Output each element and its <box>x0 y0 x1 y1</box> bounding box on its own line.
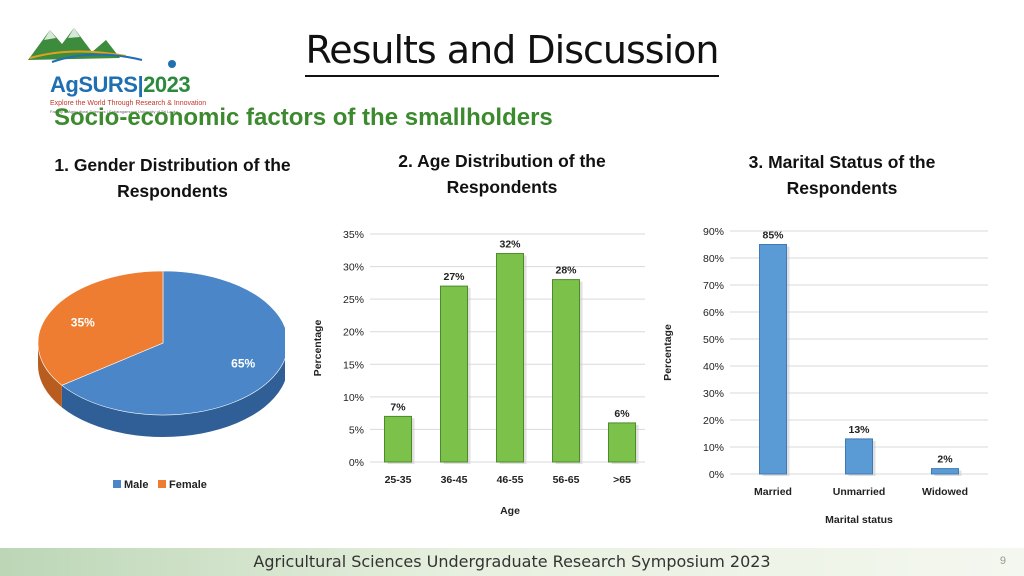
agsurs-logo: AgSURS|2023 Explore the World Through Re… <box>22 18 206 114</box>
bar-Unmarried <box>845 438 876 476</box>
gender-chart-title: 1. Gender Distribution of the Respondent… <box>54 155 291 201</box>
legend-swatch-female <box>158 480 166 488</box>
y-tick-label: 15% <box>343 359 364 371</box>
y-tick-label: 35% <box>343 229 364 241</box>
pie-slice-male <box>61 270 285 416</box>
bar-Widowed <box>931 468 962 476</box>
bar-25-35 <box>384 415 412 463</box>
bar-Widowed <box>931 468 959 475</box>
title-underline <box>305 75 719 77</box>
y-tick-label: 20% <box>703 415 724 427</box>
y-tick-label: 10% <box>343 392 364 404</box>
mountain-logo-icon <box>28 28 176 68</box>
logo-name: AgSURS <box>50 72 138 97</box>
y-tick-label: 0% <box>709 469 724 481</box>
y-tick-label: 10% <box>703 442 724 454</box>
logo-fineprint: Faculty of Agricultural Sciences | Sabar… <box>50 109 178 114</box>
y-tick-label: 20% <box>343 327 364 339</box>
bar-Married <box>759 244 790 476</box>
x-tick-label: >65 <box>613 474 631 486</box>
bar-56-65 <box>552 279 580 463</box>
x-axis-label: Marital status <box>825 514 893 526</box>
y-tick-label: 30% <box>703 388 724 400</box>
y-tick-label: 0% <box>349 457 364 469</box>
bar->65 <box>608 422 636 463</box>
pie-slice-female <box>37 270 164 386</box>
bar->65 <box>608 422 639 464</box>
footer-text: Agricultural Sciences Undergraduate Rese… <box>253 552 771 571</box>
section-title: Socio-economic factors of the smallholde… <box>54 104 553 131</box>
data-label: 27% <box>443 271 465 283</box>
marital-chart-title: 3. Marital Status of the Respondents <box>748 152 936 198</box>
y-axis-label: Percentage <box>662 324 674 381</box>
pie-label-male: 65% <box>231 356 255 370</box>
y-tick-label: 60% <box>703 307 724 319</box>
bar-Married <box>759 244 787 475</box>
y-tick-label: 30% <box>343 262 364 274</box>
data-label: 85% <box>762 230 784 242</box>
legend-label-male: Male <box>124 479 148 491</box>
page-title: Results and Discussion <box>305 28 720 72</box>
bar-36-45 <box>440 285 471 464</box>
x-tick-label: Unmarried <box>833 486 886 498</box>
data-label: 13% <box>848 424 870 436</box>
x-tick-label: Widowed <box>922 486 968 498</box>
page-number: 9 <box>999 555 1006 567</box>
bar-25-35 <box>384 415 415 464</box>
x-tick-label: 25-35 <box>385 474 412 486</box>
x-tick-label: 56-65 <box>553 474 580 486</box>
y-tick-label: 40% <box>703 361 724 373</box>
bar-46-55 <box>496 253 524 463</box>
data-label: 2% <box>937 454 953 466</box>
bar-36-45 <box>440 285 468 463</box>
pie-side-male <box>61 358 285 437</box>
x-tick-label: 36-45 <box>441 474 468 486</box>
gender-pie-chart: 65% 35% Male Female <box>37 270 285 491</box>
x-axis-label: Age <box>500 505 520 517</box>
data-label: 28% <box>555 265 577 277</box>
footer-band <box>0 548 1024 576</box>
logo-tagline: Explore the World Through Research & Inn… <box>50 100 207 107</box>
data-label: 6% <box>614 408 630 420</box>
y-tick-label: 70% <box>703 280 724 292</box>
legend-swatch-male <box>113 480 121 488</box>
y-tick-label: 5% <box>349 424 364 436</box>
y-tick-label: 80% <box>703 253 724 265</box>
data-label: 32% <box>499 239 521 251</box>
pie-side-female <box>38 343 62 408</box>
data-label: 7% <box>390 401 406 413</box>
marital-bar-chart: 0% 10% 20% 30% 40% 50% 60% 70% 80% 90% Percentage 8… <box>662 226 988 526</box>
logo-year: 2023 <box>143 72 191 97</box>
x-tick-label: 46-55 <box>497 474 524 486</box>
age-chart-title: 2. Age Distribution of the Respondents <box>398 151 606 197</box>
legend-label-female: Female <box>169 479 207 491</box>
y-tick-label: 25% <box>343 294 364 306</box>
bar-56-65 <box>552 279 583 464</box>
y-tick-label: 90% <box>703 226 724 238</box>
pie-label-female: 35% <box>71 316 95 330</box>
bar-Unmarried <box>845 438 873 475</box>
y-tick-label: 50% <box>703 334 724 346</box>
age-bar-chart: 0% 5% 10% 15% 20% 25% 30% 35% Percentage 7% 25-35 2… <box>312 229 645 517</box>
x-tick-label: Married <box>754 486 792 498</box>
y-axis-label: Percentage <box>312 320 324 377</box>
bar-46-55 <box>496 253 527 464</box>
